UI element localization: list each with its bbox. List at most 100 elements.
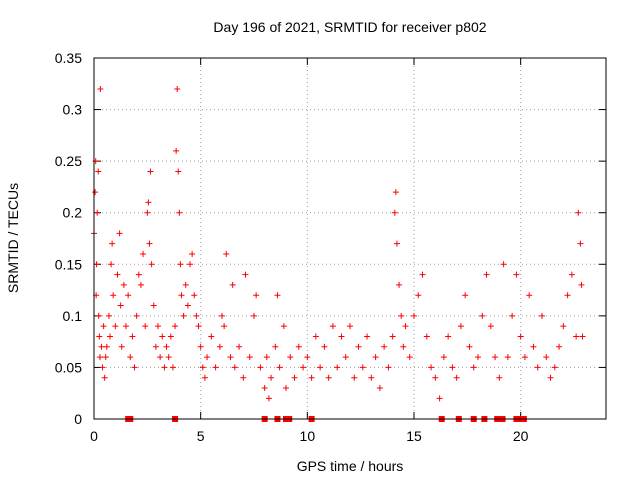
plot-frame [93,57,607,420]
data-point [411,312,417,319]
data-point [372,354,379,361]
data-point [142,323,149,330]
data-point [102,354,109,361]
data-point [97,85,104,92]
data-point [445,333,452,340]
data-point [272,343,279,350]
data-point [231,364,238,371]
data-point [148,261,155,268]
data-point [175,168,182,175]
data-point [173,147,180,154]
data-point [500,261,507,268]
data-point [118,343,125,350]
data-point [161,364,168,371]
data-point [534,364,541,371]
data-point [109,240,116,247]
data-point [120,281,127,288]
x-tick-label: 20 [513,428,529,444]
data-point [131,364,138,371]
data-point [176,209,183,216]
data-point [167,333,174,340]
data-point [312,333,319,340]
data-point [329,323,336,330]
data-point [251,312,257,319]
data-point [146,240,153,247]
data-point [355,343,362,350]
data-point [221,323,228,330]
data-point [568,271,575,278]
y-tick-label: 0 [74,411,82,427]
data-point [155,323,161,330]
data-point [466,343,473,350]
data-point [96,354,103,361]
data-point [159,333,166,340]
data-point [462,292,469,299]
data-point [406,354,413,361]
data-point [182,281,189,288]
data-point [169,364,176,371]
data-point [107,333,113,340]
data-point [129,333,136,340]
data-point [274,292,281,299]
data-point [127,354,134,361]
data-point [556,343,563,350]
data-point [347,323,353,330]
y-axis-label: SRMTID / TECUs [5,183,21,293]
data-point [392,189,399,196]
data-point [212,364,219,371]
axis-ticks [93,57,606,420]
data-point [117,302,124,309]
data-point [116,230,123,237]
y-tick-labels: 0 0.05 0.1 0.15 0.2 0.25 0.3 0.35 [55,50,82,427]
data-point [560,323,567,330]
data-point [112,323,119,330]
data-point [308,374,315,381]
data-point [479,312,486,319]
data-point [453,374,460,381]
data-point [287,354,294,361]
data-point [103,343,110,350]
data-point [236,343,243,350]
data-point [96,333,103,340]
data-point [165,354,172,361]
data-point [300,364,307,371]
data-point [110,292,117,299]
data-point [295,343,302,350]
data-point [195,323,202,330]
data-point [487,323,494,330]
data-point [100,323,107,330]
data-point [521,354,528,361]
data-point [415,292,422,299]
data-point [180,312,187,319]
data-point [257,364,264,371]
x-tick-label: 0 [90,428,98,444]
data-point [389,333,396,340]
data-point [263,354,270,361]
data-point [219,312,225,319]
data-point [577,240,584,247]
data-point [376,385,383,392]
data-point [579,333,586,340]
x-tick-labels: 0 5 10 15 20 [90,428,529,444]
data-point [144,209,151,216]
data-point [135,271,142,278]
data-point [530,343,537,350]
data-point [137,281,144,288]
y-tick-label: 0.2 [63,205,83,221]
y-tick-label: 0.25 [55,153,82,169]
data-point [95,168,102,175]
data-point [261,385,268,392]
data-point [364,333,371,340]
data-point [187,261,193,268]
grid-lines [94,58,606,419]
x-tick-label: 10 [300,428,316,444]
data-point [385,364,392,371]
data-point [174,85,181,92]
data-point [178,292,185,299]
data-point [573,333,580,340]
data-point [276,364,283,371]
data-point [551,364,558,371]
data-point [321,343,328,350]
data-point [114,271,121,278]
data-point [504,354,511,361]
